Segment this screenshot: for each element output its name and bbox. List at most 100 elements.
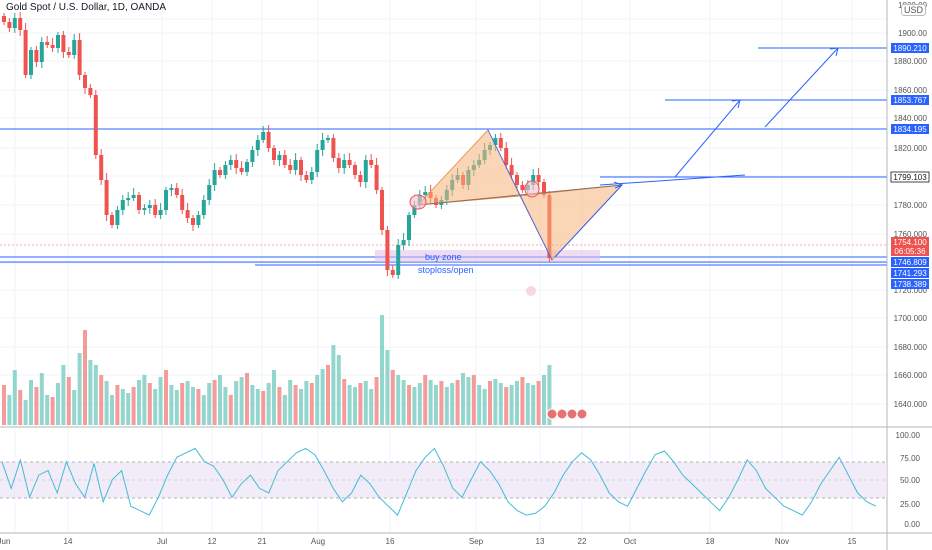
volume-bar: [164, 370, 168, 425]
volume-bar: [126, 393, 131, 425]
rsi-tick: 75.00: [900, 454, 921, 463]
time-axis[interactable]: Jun 14 Jul 12 21 Aug 16 Sep 13 22 Oct 18 Nov 15: [0, 537, 857, 546]
candle-body: [147, 205, 152, 208]
volume-bar: [536, 381, 541, 425]
candle-body: [72, 40, 77, 55]
candle-body: [401, 240, 406, 245]
volume-bar: [207, 383, 212, 425]
price-tick: 1660.000: [894, 371, 928, 380]
event-flag-icon: [546, 408, 558, 420]
volume-bar: [309, 383, 314, 425]
volume-bar: [504, 387, 509, 425]
candle-body: [158, 210, 163, 215]
price-label: 06:05:36: [894, 247, 926, 256]
currency-badge[interactable]: USD: [900, 4, 926, 16]
time-tick: 14: [64, 537, 73, 546]
candle-body: [504, 148, 509, 165]
candle-body: [412, 205, 417, 215]
candle-body: [363, 160, 368, 182]
candle-body: [245, 162, 249, 172]
event-flag-icon: [556, 408, 568, 420]
price-label: 1754.100: [893, 238, 927, 247]
candle-body: [520, 185, 525, 190]
candle-body: [396, 245, 401, 275]
volume-bar: [347, 385, 352, 425]
candle-body: [93, 95, 98, 155]
volume-bar: [99, 375, 104, 425]
candle-body: [99, 155, 104, 180]
price-axis[interactable]: 1920.001900.001880.0001860.0001840.00018…: [894, 1, 928, 409]
candle-body: [509, 165, 514, 175]
time-tick: 18: [706, 537, 715, 546]
price-tick: 1880.000: [894, 57, 928, 66]
volume-bar: [72, 390, 77, 425]
price-label: 1799.103: [893, 173, 927, 182]
volume-bar: [83, 330, 87, 425]
price-label: 1738.389: [893, 280, 927, 289]
price-label-badge: [891, 268, 929, 278]
candle-body: [261, 132, 266, 140]
candle-body: [18, 18, 23, 30]
price-label-badge: [891, 43, 929, 53]
volume-bar: [288, 380, 293, 425]
price-tick: 1840.000: [894, 114, 928, 123]
volume-bar: [423, 375, 428, 425]
volume-bar: [18, 390, 23, 425]
arrow-1: [674, 99, 741, 178]
time-tick: 22: [578, 537, 587, 546]
candle-body: [164, 190, 168, 210]
buy-zone-rect[interactable]: [375, 250, 600, 262]
candle-body: [228, 160, 233, 165]
candle-body: [23, 30, 28, 75]
pattern-point-x: [409, 194, 427, 210]
volume-bar: [380, 315, 384, 425]
volume-bar: [282, 395, 287, 425]
time-tick: Jun: [0, 537, 10, 546]
volume-bar: [158, 377, 163, 425]
projection-arrows[interactable]: [554, 47, 839, 258]
arrow-2-head: [829, 47, 839, 57]
volume-bar: [250, 385, 255, 425]
candle-body: [299, 160, 303, 175]
volume-bar: [353, 387, 357, 425]
volume-bar: [272, 370, 276, 425]
price-tick: 1680.000: [894, 343, 928, 352]
harmonic-pattern[interactable]: [409, 129, 624, 296]
rsi-axis[interactable]: 100.00 75.00 50.00 25.00 0.00: [896, 431, 921, 529]
time-tick: Nov: [775, 537, 789, 546]
volume-bar: [12, 370, 17, 425]
price-tick: 1720.000: [894, 286, 928, 295]
candle-body: [77, 40, 82, 75]
volume-bar: [93, 365, 98, 425]
candle-body: [423, 192, 428, 195]
candle-body: [536, 175, 541, 182]
price-label-badge: [891, 279, 929, 289]
volume-bar: [174, 390, 179, 425]
chart-title[interactable]: Gold Spot / U.S. Dollar, 1D, OANDA: [6, 2, 167, 13]
time-tick: 16: [386, 537, 395, 546]
stoploss-label: stoploss/open: [418, 265, 474, 275]
event-flag-icon: [576, 408, 588, 420]
candle-body: [45, 42, 50, 45]
volume-bar: [374, 377, 379, 425]
volume-bar: [142, 375, 147, 425]
volume-bar: [455, 380, 460, 425]
candle-body: [380, 190, 384, 230]
volume-bar: [180, 383, 185, 425]
price-levels[interactable]: [0, 47, 887, 266]
volume-bar: [266, 383, 271, 425]
volume-bar: [110, 395, 114, 425]
candle-body: [88, 88, 93, 95]
volume-bar: [315, 375, 320, 425]
price-tick: 1700.000: [894, 314, 928, 323]
candle-body: [142, 208, 147, 210]
candle-body: [153, 205, 158, 215]
rsi-tick: 25.00: [900, 500, 921, 509]
candle-body: [169, 188, 174, 190]
volume-bar: [153, 389, 158, 425]
price-label-badge: [891, 237, 929, 247]
volume-bar: [444, 387, 449, 425]
event-icons[interactable]: [546, 408, 588, 420]
volume-bar: [531, 385, 536, 425]
